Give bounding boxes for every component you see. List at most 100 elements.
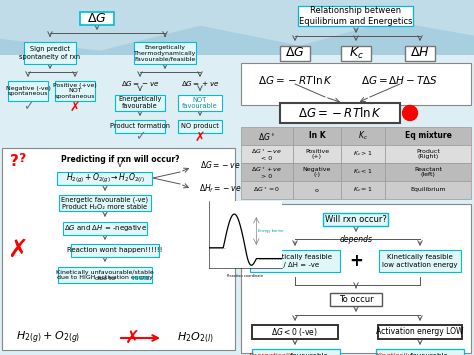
Text: Energy barrier: Energy barrier (258, 229, 283, 233)
Text: Reaction wont happen!!!!!!: Reaction wont happen!!!!!! (67, 247, 163, 253)
Text: $H_{2(g)}+O_{2(g)}\rightarrow H_2O_{2(l)}$: $H_{2(g)}+O_{2(g)}\rightarrow H_2O_{2(l)… (65, 171, 145, 185)
Text: $\Delta G=-RT\ln K$: $\Delta G=-RT\ln K$ (257, 74, 332, 86)
Text: Predicting if rxn will occur?: Predicting if rxn will occur? (61, 154, 179, 164)
Text: Will rxn occur?: Will rxn occur? (325, 214, 387, 224)
Text: $H_{2(g)} + O_{2(g)}$: $H_{2(g)} + O_{2(g)}$ (16, 330, 80, 346)
Bar (241, 63, 471, 105)
Text: Equilibrium: Equilibrium (410, 187, 446, 192)
Text: Activation energy LOW: Activation energy LOW (376, 328, 464, 337)
Bar (379, 250, 461, 272)
Text: Energetic favourable (-ve)
Product H₂O₂ more stable: Energetic favourable (-ve) Product H₂O₂ … (62, 196, 148, 210)
Bar (323, 213, 389, 225)
Text: Energetically: Energetically (249, 353, 295, 355)
Bar (280, 45, 310, 60)
Bar (59, 195, 151, 211)
Text: Sign predict
spontaneity of rxn: Sign predict spontaneity of rxn (19, 47, 81, 60)
Bar (134, 42, 196, 64)
Text: Kinetically feasible
low activation energy: Kinetically feasible low activation ener… (382, 255, 458, 268)
Text: Eq mixture: Eq mixture (405, 131, 451, 141)
Text: ✗: ✗ (195, 131, 205, 143)
Text: ✗: ✗ (8, 238, 28, 262)
Text: $H_2O_{2(l)}$: $H_2O_{2(l)}$ (176, 331, 213, 345)
Bar (341, 181, 385, 199)
Bar (58, 267, 152, 283)
Text: +: + (349, 252, 363, 270)
Bar (178, 120, 222, 132)
Text: Reactant
(left): Reactant (left) (414, 166, 442, 178)
Bar (115, 95, 165, 111)
Text: favourable: favourable (288, 353, 328, 355)
Bar (241, 127, 293, 145)
Text: Energetically
Thermodynamically
Favourable/feasible: Energetically Thermodynamically Favourab… (134, 45, 196, 61)
Text: $\Delta G$ and $\Delta H$ = -negative: $\Delta G$ and $\Delta H$ = -negative (64, 223, 146, 233)
Text: $K_c$: $K_c$ (348, 45, 364, 61)
Text: $\Delta G=+ve$: $\Delta G=+ve$ (181, 78, 219, 87)
Bar (378, 325, 462, 339)
Text: Negative
(-): Negative (-) (303, 166, 331, 178)
Bar (55, 81, 95, 101)
Bar (178, 95, 222, 111)
Text: $\Delta G$: $\Delta G$ (285, 47, 305, 60)
Text: $\Delta G=-ve$: $\Delta G=-ve$ (200, 159, 240, 170)
Bar (252, 325, 338, 339)
Text: NOT
favourable: NOT favourable (182, 97, 218, 109)
Text: $\Delta G^\circ = 0$: $\Delta G^\circ = 0$ (254, 186, 281, 195)
Text: $\Delta G=-ve$: $\Delta G=-ve$ (120, 78, 159, 87)
Bar (330, 293, 382, 306)
Text: $\Delta H_f=-ve$: $\Delta H_f=-ve$ (199, 183, 241, 195)
Text: $\Delta G^\circ +ve$
> 0: $\Delta G^\circ +ve$ > 0 (252, 165, 283, 179)
Text: $\Delta H$: $\Delta H$ (410, 47, 430, 60)
Bar (341, 145, 385, 163)
Bar (376, 349, 464, 355)
Bar (405, 45, 435, 60)
Text: $\Delta G<0$ (-ve): $\Delta G<0$ (-ve) (272, 326, 319, 338)
Bar (241, 181, 293, 199)
Bar (241, 145, 293, 163)
Text: o: o (315, 187, 319, 192)
Text: $K_c<1$: $K_c<1$ (353, 168, 373, 176)
X-axis label: Reaction coordinate: Reaction coordinate (228, 274, 263, 278)
Bar (250, 250, 340, 272)
Text: $\Delta G=-RT\ln K$: $\Delta G=-RT\ln K$ (298, 106, 382, 120)
Text: depends: depends (339, 235, 373, 244)
Text: Product formation: Product formation (110, 123, 170, 129)
Text: Positive (+ve)
NOT
spontaneous: Positive (+ve) NOT spontaneous (53, 83, 97, 99)
Text: To occur: To occur (339, 295, 374, 304)
Text: Product
(Right): Product (Right) (416, 149, 440, 159)
Text: ln K: ln K (309, 131, 325, 141)
Bar (2, 148, 235, 350)
Text: ?: ? (9, 154, 18, 169)
Text: Kinetically: Kinetically (376, 353, 412, 355)
Polygon shape (0, 0, 474, 50)
Text: Relationship between
Equilibrium and Energetics: Relationship between Equilibrium and Ene… (299, 6, 413, 26)
Text: Positive
(+): Positive (+) (305, 149, 329, 159)
Bar (24, 42, 76, 64)
Bar (341, 127, 385, 145)
Bar (0, 0, 474, 55)
Bar (385, 163, 471, 181)
Circle shape (402, 105, 418, 120)
Bar (341, 45, 371, 60)
Bar (293, 163, 341, 181)
Text: $K_c=1$: $K_c=1$ (353, 186, 373, 195)
Bar (8, 81, 48, 101)
Bar (385, 181, 471, 199)
Bar (80, 11, 114, 24)
Text: !: ! (408, 108, 412, 118)
Text: due to: due to (95, 275, 117, 280)
Bar (293, 127, 341, 145)
Text: ?: ? (18, 152, 26, 164)
Text: favourable: favourable (408, 353, 448, 355)
Bar (385, 127, 471, 145)
Text: $\Delta G^\circ -ve$
< 0: $\Delta G^\circ -ve$ < 0 (252, 147, 283, 162)
Bar (280, 103, 400, 123)
Text: Negative (-ve)
spontaneous: Negative (-ve) spontaneous (6, 86, 50, 97)
Bar (241, 163, 293, 181)
Text: Energetically
favourable: Energetically favourable (118, 97, 162, 109)
Text: Kinetically unfavourable/stable
due to HIGH activation energy: Kinetically unfavourable/stable due to H… (56, 269, 154, 280)
Text: NO product: NO product (181, 123, 219, 129)
Text: ✗: ✗ (70, 100, 80, 114)
Bar (57, 171, 153, 185)
Text: ✓: ✓ (135, 131, 145, 143)
Bar (71, 244, 159, 257)
